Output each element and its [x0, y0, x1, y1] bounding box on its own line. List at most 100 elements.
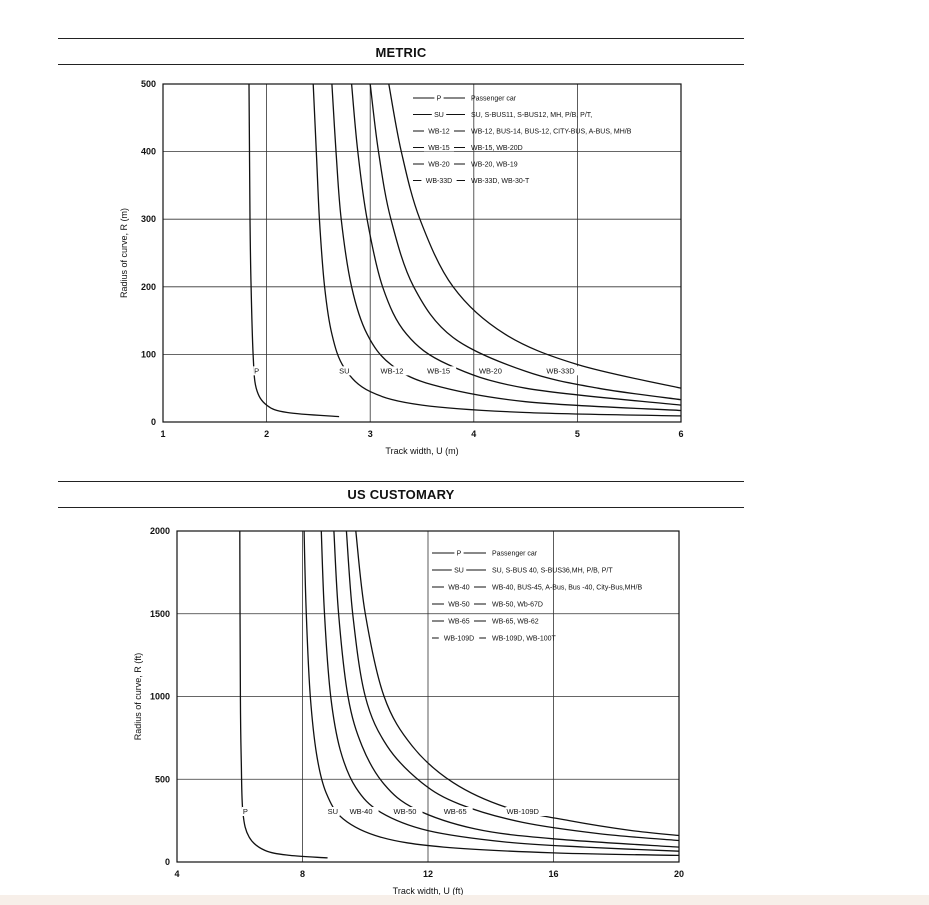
legend-code: WB-40: [448, 585, 470, 592]
us-y-tick-label: 500: [155, 774, 170, 784]
legend-code-bg: [444, 599, 474, 608]
metric-series-su-line: [312, 84, 681, 417]
us-bottom-rule: [58, 507, 744, 508]
metric-y-tick-label: 100: [141, 349, 156, 359]
us-x-tick-label: 8: [300, 869, 305, 879]
us-top-rule: [58, 481, 744, 482]
metric-series-label-bg: [477, 366, 508, 376]
us-series-wb-109d-line: [355, 531, 679, 837]
us-x-tick-label: 16: [548, 869, 558, 879]
us-x-tick-label: 4: [174, 869, 179, 879]
legend-code: P: [437, 96, 442, 103]
us-series-label-bg: [241, 807, 250, 817]
metric-x-tick-label: 3: [368, 429, 373, 439]
legend-item: WB-40 WB-40, BUS-45, A-Bus, Bus -40, City…: [432, 582, 642, 592]
scan-bottom-band: [0, 895, 929, 905]
us-y-axis-label: Radius of curve, R (ft): [133, 653, 143, 741]
metric-series-label-bg: [426, 366, 457, 376]
us-series-wb-65-line: [345, 531, 679, 842]
metric-series-p-line: [248, 84, 340, 418]
us-series-label-bg: [505, 807, 547, 817]
us-series-wb-50-line: [333, 531, 679, 848]
us-x-tick-label: 12: [423, 869, 433, 879]
us-series-wb-40-label: WB-40: [350, 807, 373, 816]
legend-description: SU, S-BUS11, S-BUS12, MH, P/B, P/T,: [471, 112, 592, 119]
legend-code: WB-50: [448, 602, 470, 609]
us-x-tick-label: 20: [674, 869, 684, 879]
metric-y-tick-label: 500: [141, 79, 156, 89]
legend-code-bg: [444, 616, 474, 625]
us-section-title: US CUSTOMARY: [347, 487, 455, 502]
legend-item: SU SU, S-BUS11, S-BUS12, MH, P/B, P/T,: [413, 109, 592, 119]
metric-x-tick-label: 2: [264, 429, 269, 439]
metric-y-axis-label: Radius of curve, R (m): [119, 208, 129, 298]
legend-code: WB-15: [428, 145, 450, 152]
metric-plot-frame: [162, 83, 682, 423]
metric-series-su-label: SU: [339, 366, 349, 375]
metric-y-tick-label: 400: [141, 147, 156, 157]
legend-code: WB-109D: [444, 636, 474, 643]
us-y-tick-label: 0: [165, 857, 170, 867]
metric-series-label-bg: [545, 366, 581, 376]
metric-series-p-label: P: [254, 366, 259, 375]
legend-code-bg: [424, 126, 454, 135]
legend-description: WB-15, WB-20D: [471, 145, 523, 152]
us-series-label-bg: [392, 807, 423, 817]
us-series-label-bg: [442, 807, 473, 817]
legend-code-bg: [444, 582, 474, 591]
legend-description: WB-33D, WB-30-T: [471, 178, 530, 185]
metric-series-wb-33d-label: WB-33D: [546, 366, 575, 375]
legend-description: WB-65, WB-62: [492, 619, 539, 626]
legend-item: P Passenger car: [432, 548, 538, 558]
legend-description: WB-20, WB-19: [471, 162, 518, 169]
us-series-wb-65-label: WB-65: [444, 807, 467, 816]
us-x-axis-label: Track width, U (ft): [393, 886, 464, 896]
metric-series-label-bg: [253, 366, 261, 376]
legend-description: WB-12, BUS-14, BUS-12, CITY-BUS, A-BUS, …: [471, 129, 632, 136]
metric-chart: 1 2 3 4 5 6 0 100 200 300 400 500 Track width, U (m)…: [119, 79, 684, 456]
legend-item: WB-15 WB-15, WB-20D: [413, 142, 523, 152]
legend-code-bg: [434, 93, 444, 102]
us-y-tick-label: 1500: [150, 609, 170, 619]
legend-item: WB-50 WB-50, Wb-67D: [432, 599, 543, 609]
us-series-wb-50-label: WB-50: [393, 807, 416, 816]
legend-code: WB-20: [428, 162, 450, 169]
us-series-p-label: P: [243, 807, 248, 816]
us-series-wb-40-line: [320, 531, 679, 852]
legend-item: WB-109D WB-109D, WB-100T: [432, 633, 557, 643]
legend-code: P: [457, 551, 462, 558]
metric-series-wb-33d-line: [388, 84, 681, 389]
legend-code-bg: [451, 565, 467, 574]
legend-description: WB-40, BUS-45, A-Bus, Bus -40, City-Bus,…: [492, 585, 642, 592]
us-y-tick-label: 1000: [150, 692, 170, 702]
legend-code: WB-65: [448, 619, 470, 626]
legend-item: P Passenger car: [413, 93, 517, 103]
metric-x-tick-label: 1: [160, 429, 165, 439]
us-plot-frame: [176, 530, 680, 863]
us-series-label-bg: [326, 807, 340, 817]
legend-code-bg: [421, 175, 457, 185]
us-series-wb-109d-label: WB-109D: [506, 807, 539, 816]
legend-code: SU: [454, 568, 464, 575]
legend-item: WB-65 WB-65, WB-62: [432, 616, 539, 626]
metric-y-tick-label: 0: [151, 417, 156, 427]
legend-code-bg: [438, 633, 480, 642]
metric-section-title: METRIC: [375, 45, 427, 60]
legend-code-bg: [424, 142, 454, 152]
metric-series-wb-15-label: WB-15: [427, 366, 450, 375]
us-series-label-bg: [348, 807, 379, 817]
us-y-tick-label: 2000: [150, 526, 170, 536]
metric-y-tick-label: 300: [141, 214, 156, 224]
legend-code: WB-12: [428, 129, 450, 136]
metric-series-label-bg: [338, 366, 352, 376]
legend-code: SU: [434, 112, 444, 119]
legend-description: WB-109D, WB-100T: [492, 636, 557, 643]
metric-series-wb-12-line: [331, 84, 681, 412]
legend-code-bg: [431, 109, 447, 119]
metric-top-rule: [58, 38, 744, 39]
metric-series-wb-12-label: WB-12: [381, 366, 404, 375]
us-series-p-line: [239, 531, 328, 859]
metric-series-wb-20-label: WB-20: [479, 366, 502, 375]
legend-item: WB-33D WB-33D, WB-30-T: [413, 175, 530, 185]
metric-bottom-rule: [58, 64, 744, 65]
